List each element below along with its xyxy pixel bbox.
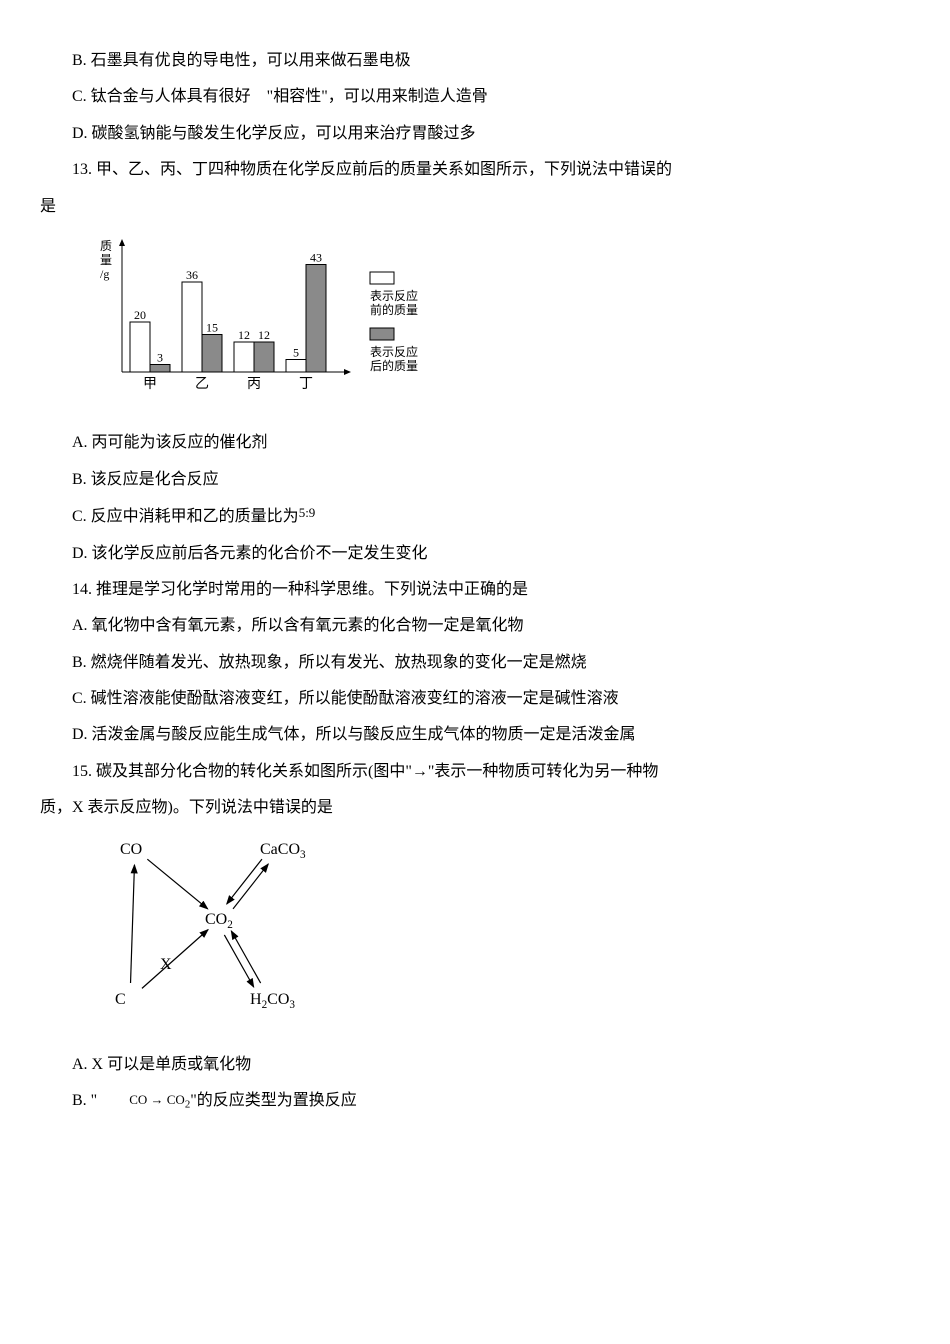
q15-diagram: CO CaCO3 CO2 X C H2CO3 [100,834,910,1040]
q13-option-c: C. 反应中消耗甲和乙的质量比为5:9 [40,501,910,532]
q15-stem-2: 质，X 表示反应物)。下列说法中错误的是 [40,793,910,823]
q12-option-b: B. 石墨具有优良的导电性，可以用来做石墨电极 [40,46,910,76]
svg-text:H2CO3: H2CO3 [250,991,295,1011]
q13-option-c-ratio: 5:9 [299,505,316,520]
q15-option-a: A. X 可以是单质或氧化物 [40,1050,910,1080]
svg-text:丙: 丙 [247,377,261,392]
svg-text:12: 12 [238,328,250,342]
q13-option-c-prefix: C. 反应中消耗甲和乙的质量比为 [72,508,299,525]
svg-text:X: X [160,956,172,973]
q15-option-b-suffix: "的反应类型为置换反应 [190,1092,357,1109]
q14-option-b: B. 燃烧伴随着发光、放热现象，所以有发光、放热现象的变化一定是燃烧 [40,648,910,678]
q14-option-d: D. 活泼金属与酸反应能生成气体，所以与酸反应生成气体的物质一定是活泼金属 [40,720,910,750]
q15-stem-1: 15. 碳及其部分化合物的转化关系如图所示(图中"→"表示一种物质可转化为另一种… [40,757,910,787]
svg-text:15: 15 [206,320,218,334]
svg-text:后的质量: 后的质量 [370,358,418,373]
q14-option-c: C. 碱性溶液能使酚酞溶液变红，所以能使酚酞溶液变红的溶液一定是碱性溶液 [40,684,910,714]
svg-text:量: 量 [100,253,112,267]
svg-text:C: C [115,991,126,1008]
svg-text:表示反应: 表示反应 [370,344,418,359]
svg-text:前的质量: 前的质量 [370,302,418,317]
svg-text:20: 20 [134,308,146,322]
q12-option-d: D. 碳酸氢钠能与酸发生化学反应，可以用来治疗胃酸过多 [40,119,910,149]
svg-text:CO2: CO2 [205,911,233,931]
svg-text:5: 5 [293,345,299,359]
svg-text:3: 3 [157,350,163,364]
svg-text:/g: /g [100,267,109,281]
q13-chart: 质量/g203甲3615乙1212丙543丁表示反应前的质量表示反应后的质量 [90,232,910,418]
q13-option-d: D. 该化学反应前后各元素的化合价不一定发生变化 [40,539,910,569]
svg-text:乙: 乙 [195,376,209,392]
q15-option-b: B. "CO → CO2"的反应类型为置换反应 [40,1086,910,1116]
svg-text:12: 12 [258,328,270,342]
q13-stem-tail: 是 [40,192,910,222]
q13-stem: 13. 甲、乙、丙、丁四种物质在化学反应前后的质量关系如图所示，下列说法中错误的 [40,155,910,185]
q15-option-b-prefix: B. " [72,1092,97,1109]
svg-text:36: 36 [186,268,198,282]
q13-option-b: B. 该反应是化合反应 [40,465,910,495]
svg-text:甲: 甲 [143,377,157,392]
svg-text:CO: CO [120,841,142,858]
svg-text:丁: 丁 [299,377,313,392]
svg-text:CaCO3: CaCO3 [260,841,306,861]
svg-text:质: 质 [100,239,112,253]
q12-option-c: C. 钛合金与人体具有很好 "相容性"，可以用来制造人造骨 [40,82,910,112]
q15-option-b-formula: CO → CO2 [97,1088,190,1115]
svg-text:表示反应: 表示反应 [370,288,418,303]
q14-stem: 14. 推理是学习化学时常用的一种科学思维。下列说法中正确的是 [40,575,910,605]
svg-text:43: 43 [310,250,322,264]
q14-option-a: A. 氧化物中含有氧元素，所以含有氧元素的化合物一定是氧化物 [40,611,910,641]
q13-option-a: A. 丙可能为该反应的催化剂 [40,428,910,458]
